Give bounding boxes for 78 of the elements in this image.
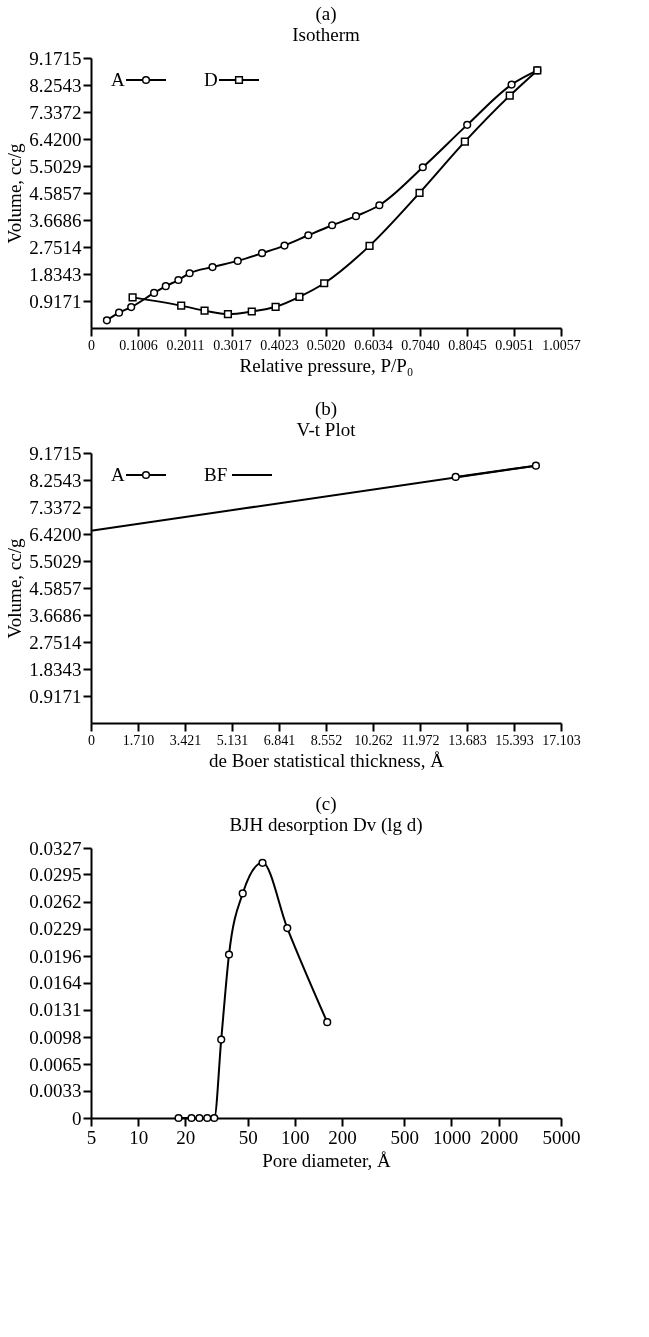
y-tick-label: 7.3372 [29,496,82,518]
x-tick-label: 0.9051 [495,337,534,353]
x-tick-label: 0 [88,732,95,748]
y-tick-label: 3.6686 [29,604,82,626]
x-tick-label: 0.2011 [166,337,205,353]
y-tick-label: 0.0098 [29,1026,82,1048]
chart-subtitle: Isotherm [292,24,360,45]
x-tick-label: 1.710 [122,732,155,748]
legend-label: A [111,69,125,90]
x-tick-label: 0.8045 [448,337,487,353]
y-tick-label: 0 [72,1107,82,1129]
x-tick-label: 6.841 [263,732,296,748]
y-tick-label: 4.5857 [29,577,82,599]
x-tick-label: 15.393 [495,732,534,748]
x-tick-label: 1000 [432,1126,471,1148]
x-tick-label: 0.5020 [306,337,346,353]
y-tick-label: 6.4200 [29,128,82,150]
x-tick-label: 13.683 [448,732,487,748]
y-tick-label: 0.0065 [29,1053,82,1075]
legend-label: D [204,69,218,90]
x-tick-label: 17.103 [542,732,581,748]
x-tick-label: 0.7040 [401,337,440,353]
y-tick-label: 2.7514 [29,236,82,258]
y-tick-label: 1.8343 [29,263,82,285]
y-tick-label: 3.6686 [29,209,82,231]
x-tick-label: 0.1006 [119,337,158,353]
y-tick-label: 7.3372 [29,101,82,123]
x-tick-label: 500 [390,1126,420,1148]
chart-title: (a) [315,3,337,25]
y-tick-label: 0.9171 [29,685,82,707]
x-tick-label: 5000 [542,1126,581,1148]
y-tick-label: 0.0262 [29,891,82,913]
y-tick-label: 4.5857 [29,182,82,204]
x-tick-label: 0 [88,337,95,353]
y-tick-label: 8.2543 [29,74,82,96]
y-axis-title: Volume, cc/g [4,538,26,639]
y-tick-label: 5.5029 [29,155,82,177]
legend-label: BF [204,464,228,485]
y-tick-label: 9.1715 [29,47,82,69]
y-tick-label: 8.2543 [29,469,82,491]
chart-subtitle: BJH desorption Dv (lg d) [229,814,423,836]
x-tick-label: 100 [281,1126,310,1148]
y-tick-label: 5.5029 [29,550,82,572]
y-tick-label: 6.4200 [29,523,82,545]
y-tick-label: 9.1715 [29,442,82,464]
y-tick-label: 2.7514 [29,631,82,653]
y-tick-label: 0.0033 [29,1080,82,1102]
x-tick-label: 0.6034 [354,337,393,353]
chart-subtitle: V-t Plot [296,419,357,440]
y-tick-label: 0.9171 [29,290,82,312]
x-tick-label: 20 [176,1126,196,1148]
x-tick-label: 0.4023 [260,337,299,353]
y-axis-title: Volume, cc/g [4,143,26,244]
y-tick-label: 0.0327 [29,837,82,859]
x-tick-label: 8.552 [310,732,343,748]
x-tick-label: 50 [238,1126,258,1148]
x-tick-label: 10.262 [354,732,393,748]
x-tick-label: 10 [129,1126,149,1148]
x-tick-label: 5 [86,1126,97,1148]
legend-label: A [111,464,125,485]
y-tick-label: 1.8343 [29,658,82,680]
y-tick-label: 0.0164 [29,972,82,994]
x-tick-label: 5.131 [216,732,249,748]
y-tick-label: 0.0196 [29,945,82,967]
chart-title: (c) [315,793,337,815]
x-axis-title: Relative pressure, P/P₀ [239,354,414,376]
y-tick-label: 0.0295 [29,863,82,885]
x-tick-label: 3.421 [169,732,202,748]
y-tick-label: 0.0229 [29,918,82,940]
x-tick-label: 2000 [480,1126,519,1148]
x-tick-label: 1.0057 [542,337,581,353]
x-axis-title: de Boer statistical thickness, Å [209,749,445,771]
x-tick-label: 200 [328,1126,357,1148]
x-tick-label: 11.972 [401,732,440,748]
x-tick-label: 0.3017 [213,337,252,353]
x-axis-title: Pore diameter, Å [262,1149,392,1171]
chart-title: (b) [314,398,338,420]
y-tick-label: 0.0131 [29,999,82,1021]
